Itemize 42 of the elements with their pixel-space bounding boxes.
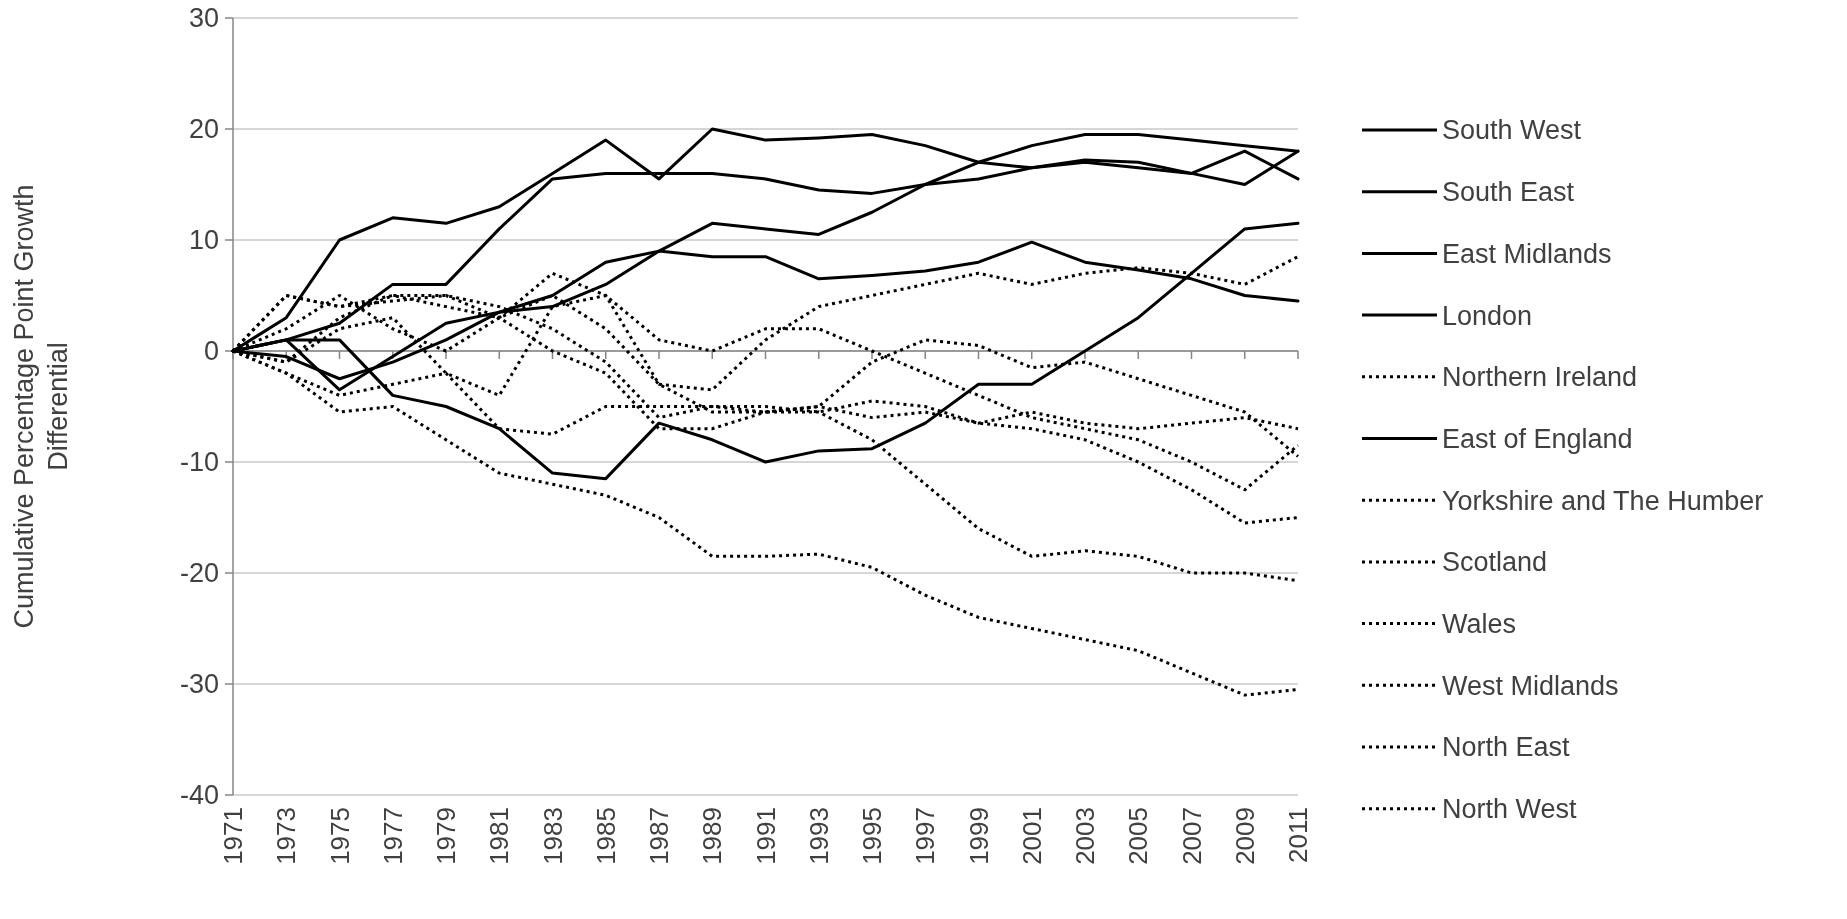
- legend-label: Wales: [1442, 609, 1517, 640]
- x-tick-label: 1993: [803, 807, 834, 865]
- legend-label: North East: [1442, 732, 1571, 763]
- x-tick-label: 1985: [590, 807, 621, 865]
- x-tick-label: 1997: [910, 807, 941, 865]
- x-tick-label: 1981: [484, 807, 515, 865]
- y-tick-label: -40: [179, 780, 219, 811]
- legend-label: South West: [1442, 115, 1582, 146]
- x-tick-label: 1983: [537, 807, 568, 865]
- legend-label: South East: [1442, 177, 1575, 208]
- x-tick-label: 1991: [750, 807, 781, 865]
- y-tick-label: 30: [188, 3, 219, 34]
- x-tick-label: 1973: [271, 807, 302, 865]
- x-tick-label: 1995: [857, 807, 888, 865]
- x-tick-label: 1975: [324, 807, 355, 865]
- legend-label: London: [1442, 300, 1533, 331]
- legend-label: Yorkshire and The Humber: [1442, 485, 1764, 516]
- x-tick-label: 2011: [1283, 807, 1314, 863]
- y-tick-label: 20: [188, 114, 219, 145]
- legend-label: East of England: [1442, 423, 1633, 454]
- x-tick-label: 2003: [1070, 807, 1101, 865]
- x-tick-label: 2009: [1229, 807, 1260, 865]
- legend-label: East Midlands: [1442, 238, 1612, 269]
- y-tick-label: -20: [179, 558, 219, 589]
- y-tick-label: 10: [188, 225, 219, 256]
- y-tick-label: 0: [203, 336, 219, 367]
- x-tick-label: 2007: [1176, 807, 1207, 865]
- x-tick-label: 1987: [644, 807, 675, 865]
- x-tick-label: 2001: [1016, 807, 1047, 865]
- x-tick-label: 1971: [218, 807, 249, 865]
- y-axis-title: Cumulative Percentage Point Growth Differential: [9, 184, 73, 629]
- x-tick-label: 2005: [1123, 807, 1154, 865]
- x-tick-label: 1999: [963, 807, 994, 865]
- x-tick-label: 1989: [697, 807, 728, 865]
- y-tick-label: -10: [179, 447, 219, 478]
- x-tick-label: 1977: [377, 807, 408, 865]
- legend-label: North West: [1442, 794, 1578, 825]
- x-tick-label: 1979: [431, 807, 462, 865]
- legend-label: West Midlands: [1442, 670, 1619, 701]
- y-tick-label: -30: [179, 669, 219, 700]
- legend-label: Northern Ireland: [1442, 362, 1638, 393]
- legend-label: Scotland: [1442, 547, 1548, 578]
